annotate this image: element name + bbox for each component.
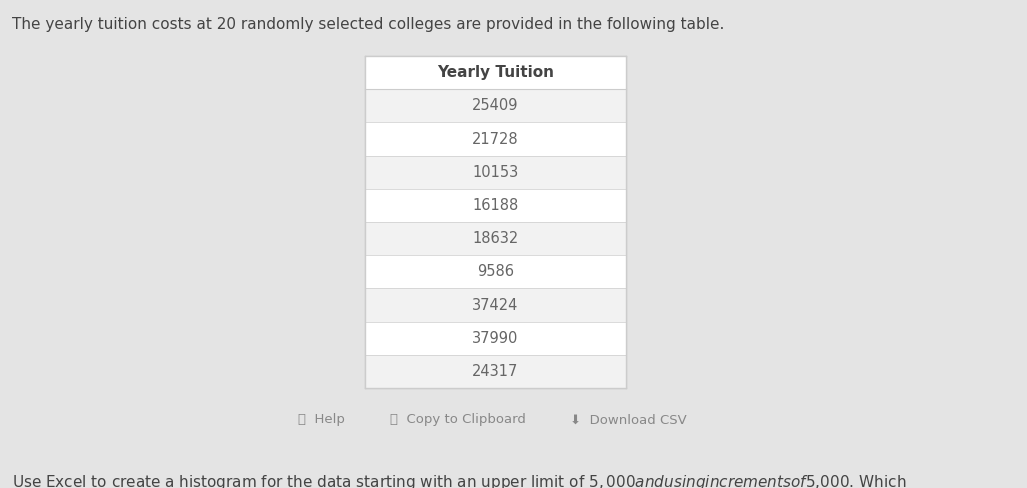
Text: 18632: 18632 <box>472 231 519 246</box>
Text: Use Excel to create a histogram for the data starting with an upper limit of $5,: Use Excel to create a histogram for the … <box>12 473 907 488</box>
Text: 21728: 21728 <box>472 132 519 146</box>
Bar <box>365 156 626 189</box>
Text: 24317: 24317 <box>472 364 519 379</box>
Text: 📋  Copy to Clipboard: 📋 Copy to Clipboard <box>390 413 526 426</box>
Text: 16188: 16188 <box>472 198 519 213</box>
Text: 25409: 25409 <box>472 99 519 113</box>
Bar <box>365 255 626 288</box>
Text: ⬇  Download CSV: ⬇ Download CSV <box>570 413 687 426</box>
Bar <box>365 355 626 388</box>
Bar <box>365 56 626 388</box>
Text: Yearly Tuition: Yearly Tuition <box>438 65 554 80</box>
Text: 9586: 9586 <box>477 264 515 279</box>
Bar <box>365 56 626 89</box>
Bar <box>365 189 626 222</box>
Text: 10153: 10153 <box>472 165 519 180</box>
Bar <box>365 322 626 355</box>
Bar <box>365 222 626 255</box>
Text: 37990: 37990 <box>472 331 519 346</box>
Text: The yearly tuition costs at 20 randomly selected colleges are provided in the fo: The yearly tuition costs at 20 randomly … <box>12 17 725 32</box>
Bar <box>365 89 626 122</box>
Text: 37424: 37424 <box>472 298 519 312</box>
Text: ⓘ  Help: ⓘ Help <box>298 413 345 426</box>
Bar <box>365 288 626 322</box>
Bar <box>365 122 626 156</box>
